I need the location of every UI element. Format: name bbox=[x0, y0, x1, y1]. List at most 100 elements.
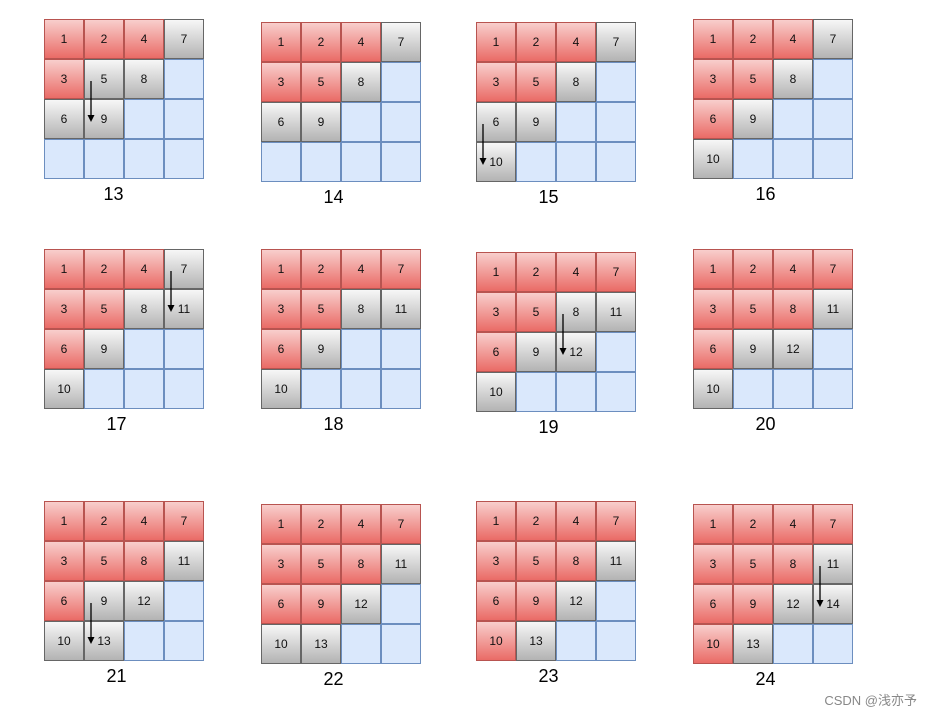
grid-cell: 4 bbox=[341, 22, 381, 62]
grid-cell bbox=[341, 369, 381, 409]
grid-cell: 11 bbox=[813, 289, 853, 329]
grid-cell bbox=[164, 99, 204, 139]
grid-cell: 11 bbox=[164, 289, 204, 329]
grid-cell: 10 bbox=[44, 369, 84, 409]
grid-cell: 2 bbox=[301, 22, 341, 62]
grid-cell: 5 bbox=[301, 289, 341, 329]
grid-cell bbox=[813, 59, 853, 99]
grid-cell: 4 bbox=[773, 504, 813, 544]
grid-cell: 14 bbox=[813, 584, 853, 624]
grid-cell: 1 bbox=[693, 504, 733, 544]
grid-cell: 1 bbox=[693, 19, 733, 59]
grid-cell bbox=[164, 59, 204, 99]
grid-cell: 3 bbox=[476, 541, 516, 581]
grid-cell: 9 bbox=[84, 99, 124, 139]
grid-cell bbox=[733, 369, 773, 409]
grid-cell bbox=[773, 139, 813, 179]
grid-cell: 10 bbox=[261, 369, 301, 409]
grid-panel-22: 1 2 4 7 3 5 8 11 6 9 12 10 13 22 bbox=[261, 504, 422, 689]
grid-cell: 4 bbox=[773, 19, 813, 59]
cell-grid: 1 2 4 7 3 5 8 11 6 9 10 bbox=[261, 249, 422, 410]
grid-cell: 7 bbox=[381, 504, 421, 544]
grid-cell: 1 bbox=[693, 249, 733, 289]
grid-cell bbox=[596, 621, 636, 661]
grid-cell: 12 bbox=[556, 332, 596, 372]
grid-cell: 12 bbox=[124, 581, 164, 621]
grid-cell: 11 bbox=[381, 544, 421, 584]
grid-cell: 5 bbox=[84, 541, 124, 581]
grid-cell: 6 bbox=[44, 329, 84, 369]
grid-cell bbox=[164, 581, 204, 621]
grid-cell bbox=[381, 584, 421, 624]
grid-cell: 1 bbox=[261, 22, 301, 62]
grid-cell: 9 bbox=[516, 102, 556, 142]
grid-panel-15: 1 2 4 7 3 5 8 6 9 10 15 bbox=[476, 22, 637, 207]
grid-cell: 2 bbox=[733, 19, 773, 59]
grid-panel-14: 1 2 4 7 3 5 8 6 9 14 bbox=[261, 22, 422, 207]
cell-grid: 1 2 4 7 3 5 8 11 6 9 12 10 13 bbox=[261, 504, 422, 665]
grid-cell bbox=[773, 624, 813, 664]
watermark: CSDN @浅亦予 bbox=[824, 693, 917, 708]
grid-cell: 4 bbox=[341, 249, 381, 289]
grid-cell: 5 bbox=[733, 59, 773, 99]
grid-cell: 10 bbox=[693, 139, 733, 179]
grid-cell bbox=[124, 329, 164, 369]
grid-cell: 6 bbox=[693, 584, 733, 624]
grid-cell: 5 bbox=[84, 59, 124, 99]
grid-cell: 3 bbox=[261, 289, 301, 329]
grid-cell: 13 bbox=[84, 621, 124, 661]
cell-grid: 1 2 4 7 3 5 8 11 6 9 12 10 13 bbox=[44, 501, 205, 662]
grid-cell bbox=[84, 369, 124, 409]
grid-cell: 8 bbox=[773, 544, 813, 584]
step-caption: 18 bbox=[323, 414, 344, 434]
step-caption: 14 bbox=[323, 187, 344, 207]
grid-cell: 5 bbox=[301, 544, 341, 584]
cell-grid: 1 2 4 7 3 5 8 6 9 10 bbox=[693, 19, 854, 180]
grid-cell bbox=[381, 369, 421, 409]
grid-cell: 1 bbox=[476, 22, 516, 62]
grid-cell bbox=[124, 369, 164, 409]
grid-cell: 3 bbox=[693, 289, 733, 329]
grid-panel-23: 1 2 4 7 3 5 8 11 6 9 12 10 13 23 bbox=[476, 501, 637, 686]
grid-cell: 4 bbox=[556, 22, 596, 62]
grid-cell: 6 bbox=[693, 99, 733, 139]
grid-cell: 10 bbox=[693, 624, 733, 664]
grid-cell bbox=[124, 99, 164, 139]
grid-cell: 8 bbox=[341, 289, 381, 329]
grid-cell: 3 bbox=[476, 292, 516, 332]
grid-cell: 3 bbox=[476, 62, 516, 102]
grid-panel-18: 1 2 4 7 3 5 8 11 6 9 10 18 bbox=[261, 249, 422, 434]
grid-cell bbox=[381, 142, 421, 182]
grid-cell: 2 bbox=[84, 249, 124, 289]
grid-cell: 3 bbox=[44, 289, 84, 329]
grid-cell bbox=[301, 369, 341, 409]
grid-cell: 7 bbox=[596, 252, 636, 292]
grid-cell bbox=[556, 102, 596, 142]
grid-cell: 5 bbox=[516, 62, 556, 102]
grid-cell: 13 bbox=[733, 624, 773, 664]
grid-cell: 7 bbox=[596, 501, 636, 541]
grid-cell bbox=[596, 372, 636, 412]
grid-cell: 5 bbox=[733, 544, 773, 584]
grid-cell: 2 bbox=[516, 252, 556, 292]
grid-cell bbox=[124, 139, 164, 179]
grid-cell bbox=[733, 139, 773, 179]
grid-cell: 4 bbox=[556, 501, 596, 541]
grid-cell bbox=[556, 621, 596, 661]
grid-cell: 5 bbox=[301, 62, 341, 102]
step-caption: 21 bbox=[106, 666, 127, 686]
grid-cell: 7 bbox=[381, 22, 421, 62]
grid-cell bbox=[381, 62, 421, 102]
grid-cell bbox=[773, 99, 813, 139]
grid-cell: 12 bbox=[773, 584, 813, 624]
grid-cell: 6 bbox=[261, 102, 301, 142]
grid-cell bbox=[596, 142, 636, 182]
grid-panel-16: 1 2 4 7 3 5 8 6 9 10 1 6 bbox=[693, 19, 854, 204]
grid-cell bbox=[164, 621, 204, 661]
step-caption: 13 bbox=[103, 184, 124, 204]
grid-cell: 3 bbox=[261, 62, 301, 102]
grid-cell: 7 bbox=[164, 19, 204, 59]
grid-cell: 6 bbox=[476, 581, 516, 621]
grid-cell: 2 bbox=[516, 22, 556, 62]
